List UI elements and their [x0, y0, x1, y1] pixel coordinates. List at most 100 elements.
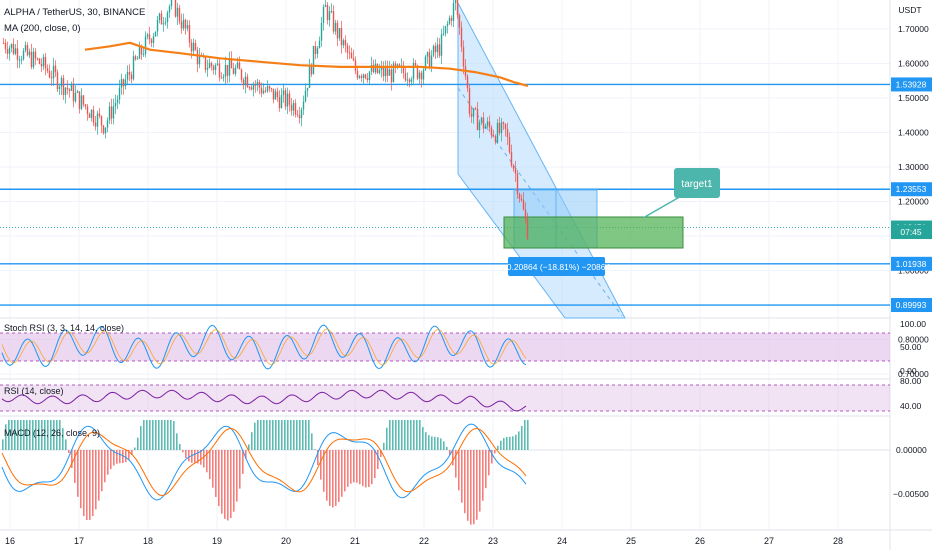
- macd-histogram-bar: [413, 420, 415, 450]
- macd-histogram-bar: [53, 420, 55, 450]
- macd-histogram-bar: [452, 450, 454, 466]
- candle-body: [114, 102, 117, 107]
- candle-body: [514, 168, 517, 174]
- macd-histogram-bar: [149, 420, 151, 450]
- candle-body: [412, 62, 415, 80]
- horizontal-levels[interactable]: [0, 83, 890, 306]
- macd-histogram-bar: [515, 434, 517, 450]
- candle-body: [294, 103, 297, 115]
- macd-histogram-bar: [332, 450, 334, 508]
- candle-body: [254, 84, 257, 86]
- candle-body: [458, 15, 461, 28]
- macd-histogram-bar: [47, 420, 49, 450]
- candle-body: [28, 51, 31, 56]
- candle-body: [226, 64, 229, 76]
- candle-body: [466, 76, 469, 89]
- candle-body: [522, 200, 525, 210]
- candle-body: [490, 127, 493, 136]
- candle-body: [56, 72, 59, 89]
- candle-body: [34, 51, 37, 59]
- candle-body: [170, 0, 173, 7]
- macd-histogram-bar: [254, 422, 256, 450]
- candle-body: [154, 31, 157, 37]
- candle-body: [414, 62, 417, 66]
- candle-body: [66, 87, 69, 90]
- macd-histogram-bar: [494, 450, 496, 454]
- candle-body: [88, 113, 91, 118]
- macd-histogram-bar: [104, 450, 106, 483]
- candle-body: [110, 106, 113, 119]
- rsi-band: [0, 385, 890, 411]
- candle-body: [224, 64, 227, 77]
- candle-body: [352, 58, 355, 61]
- candle-body: [448, 17, 451, 24]
- candle-body: [246, 76, 249, 88]
- candle-body: [386, 68, 389, 76]
- candle-body: [328, 11, 331, 21]
- candle-body: [178, 7, 181, 22]
- time-axis-ticks[interactable]: 16 17 18 19 20 21 22 23 24 25 26 27 28: [5, 536, 843, 546]
- candle-body: [258, 82, 261, 88]
- candle-body: [184, 19, 187, 29]
- macd-histogram-bar: [14, 420, 16, 450]
- macd-histogram-bar: [269, 420, 271, 450]
- macd-histogram-bar: [458, 450, 460, 491]
- candle-body: [74, 92, 77, 102]
- symbol-legend[interactable]: ALPHA / TetherUS, 30, BINANCE: [4, 7, 145, 18]
- macd-histogram-bar: [185, 450, 187, 459]
- callout-box[interactable]: [674, 168, 720, 198]
- macd-histogram-bar: [506, 436, 508, 450]
- candle-body: [340, 27, 343, 46]
- candle-body: [106, 120, 109, 128]
- macd-histogram-bar: [419, 420, 421, 450]
- candle-body: [176, 7, 179, 17]
- rsi-legend[interactable]: RSI (14, close): [4, 386, 64, 396]
- callout-pointer: [642, 194, 684, 219]
- macd-histogram-bar: [488, 450, 490, 476]
- macd-histogram-bar: [437, 437, 439, 450]
- macd-histogram-bar: [182, 450, 184, 453]
- candle-body: [336, 22, 339, 39]
- macd-histogram-bar: [260, 420, 262, 450]
- macd-histogram-bar: [62, 428, 64, 450]
- candle-body: [304, 90, 307, 102]
- stoch-legend[interactable]: Stoch RSI (3, 3, 14, 14, close): [4, 323, 124, 333]
- target-zone[interactable]: [503, 216, 684, 249]
- candle-body: [44, 56, 47, 69]
- candle-body: [432, 45, 435, 56]
- macd-histogram-bar: [296, 420, 298, 450]
- candle-body: [524, 209, 527, 219]
- macd-histogram-bar: [320, 450, 322, 480]
- candle-body: [272, 88, 275, 100]
- candle-body: [450, 17, 453, 21]
- macd-histogram-bar: [137, 437, 139, 450]
- macd-histogram-bar: [125, 450, 127, 463]
- ma-legend[interactable]: MA (200, close, 0): [4, 23, 81, 34]
- candle-body: [248, 87, 251, 89]
- candle-body: [332, 11, 335, 32]
- macd-histogram-bar: [272, 420, 274, 450]
- candle-body: [438, 44, 441, 56]
- macd-histogram-bar: [323, 450, 325, 492]
- candle-body: [234, 67, 237, 74]
- macd-histogram-bar: [230, 450, 232, 519]
- macd-histogram-bar: [224, 450, 226, 519]
- candle-body: [146, 34, 149, 37]
- candle-body: [372, 64, 375, 73]
- candle-body: [500, 122, 503, 134]
- macd-histogram-bar: [368, 450, 370, 488]
- candle-body: [216, 63, 219, 66]
- macd-histogram-bar: [380, 450, 382, 457]
- candle-body: [168, 6, 171, 13]
- macd-histogram-bar: [299, 420, 301, 450]
- macd-legend[interactable]: MACD (12, 26, close, 9): [4, 428, 100, 438]
- macd-histogram-bar: [86, 450, 88, 521]
- macd-histogram-bar: [425, 432, 427, 450]
- candle-body: [164, 22, 167, 24]
- channel-midline[interactable]: [457, 87, 623, 317]
- macd-histogram-bar: [266, 420, 268, 450]
- macd-histogram-bar: [176, 433, 178, 450]
- candle-body: [520, 198, 523, 201]
